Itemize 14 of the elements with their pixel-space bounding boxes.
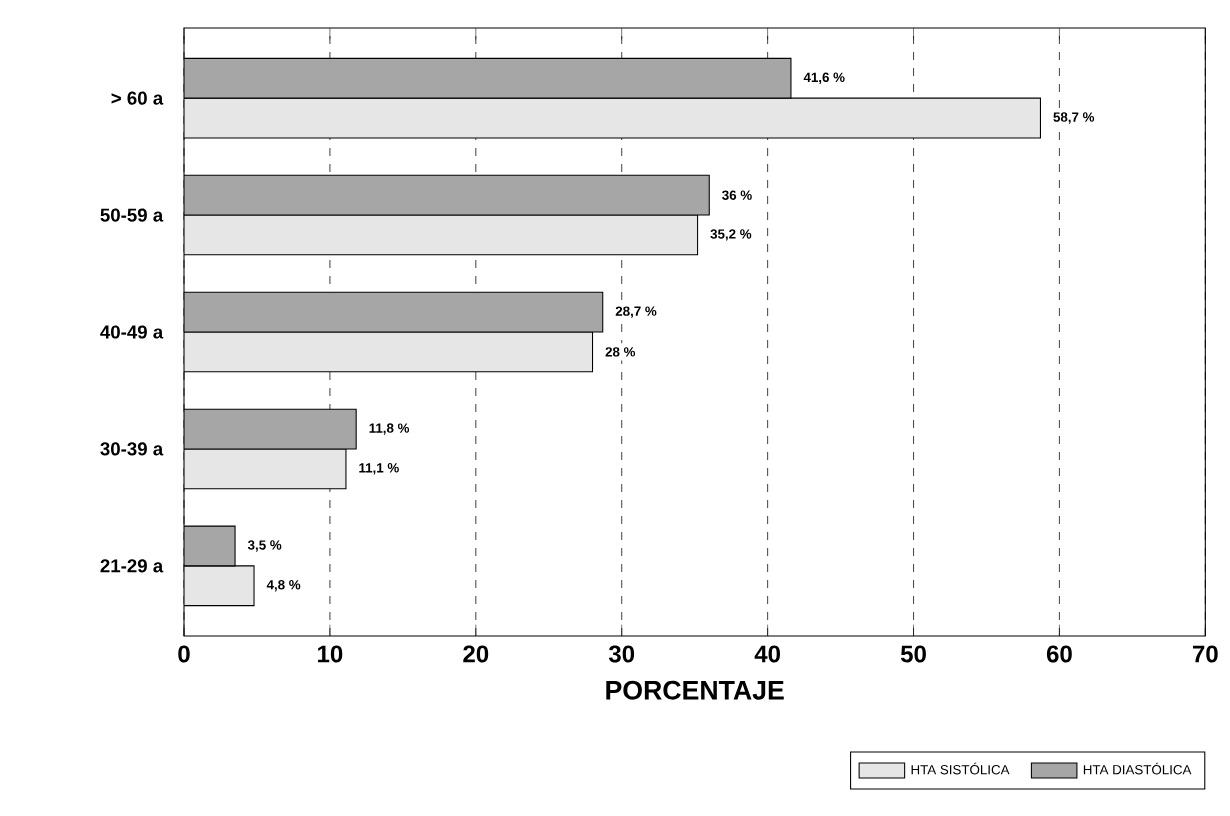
- x-tick-label: 60: [1046, 645, 1072, 663]
- x-tick-label: 50: [900, 645, 926, 663]
- x-tick-label: 40: [754, 645, 780, 663]
- y-tick-label: > 60 a: [111, 91, 164, 105]
- y-tick-label: 40-49 a: [100, 325, 164, 339]
- x-tick-label: 70: [1193, 645, 1218, 663]
- x-axis-title: PORCENTAJE: [606, 680, 784, 700]
- x-tick-label: 0: [178, 645, 190, 663]
- y-tick-label: 21-29 a: [100, 559, 164, 573]
- y-tick-label: 30-39 a: [100, 442, 164, 456]
- y-tick-label: 50-59 a: [100, 208, 164, 222]
- x-tick-label: 30: [608, 645, 635, 663]
- x-tick-label: 10: [318, 645, 343, 663]
- x-tick-label: 20: [463, 645, 489, 663]
